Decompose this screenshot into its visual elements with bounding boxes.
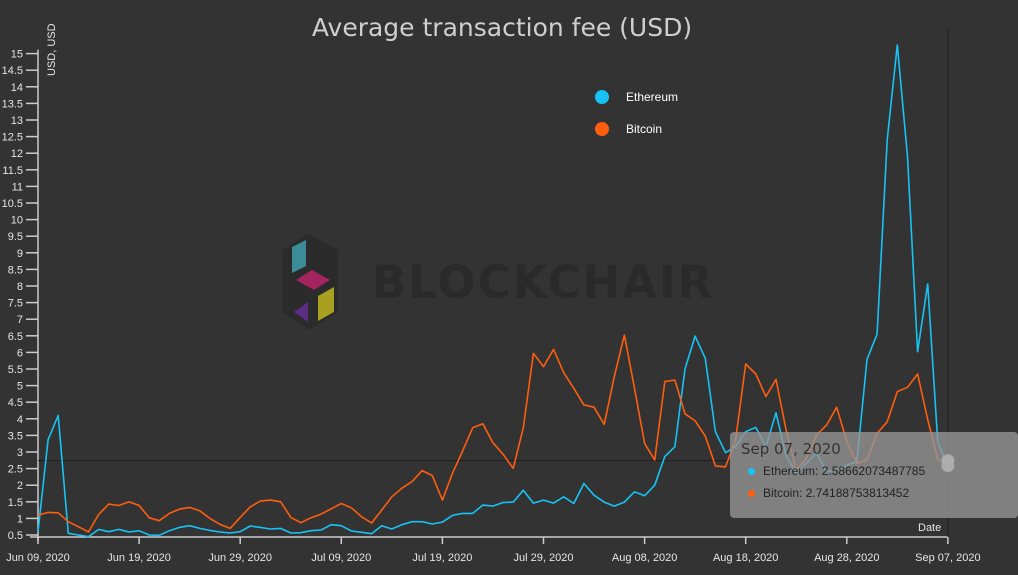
y-tick-label: 4 [17, 414, 23, 426]
y-tick-label: 8 [17, 281, 23, 293]
tooltip-date: Sep 07, 2020 [741, 440, 841, 458]
blockchair-logo [282, 234, 338, 330]
legend-item-bitcoin[interactable]: Bitcoin [595, 122, 662, 136]
y-tick-label: 3.5 [8, 430, 23, 442]
y-tick-label: 11 [12, 181, 23, 193]
ethereum-dot-icon [748, 468, 755, 476]
legend: Ethereum Bitcoin [595, 90, 678, 136]
x-tick-label: Jul 19, 2020 [412, 552, 472, 564]
y-tick-label: 11.5 [2, 165, 23, 177]
x-axis: Jun 09, 2020 Jun 19, 2020 Jun 29, 2020 Jul … [6, 536, 981, 564]
y-tick-label: 2.5 [8, 464, 23, 476]
y-tick-label: 7.5 [8, 298, 23, 310]
y-tick-label: 14 [11, 82, 23, 94]
y-tick-label: 13.5 [2, 98, 23, 110]
y-tick-label: 10.5 [2, 198, 23, 210]
tooltip: Sep 07, 2020 Ethereum: 2.58662073487785 … [730, 432, 1018, 518]
y-tick-label: 9 [17, 248, 23, 260]
tooltip-row-bitcoin: Bitcoin: 2.74188753813452 [748, 486, 909, 500]
y-tick-label: 1 [17, 513, 23, 525]
y-tick-label: 5.5 [8, 364, 23, 376]
y-tick-label: 1.5 [8, 497, 23, 509]
chart-title: Average transaction fee (USD) [312, 13, 692, 42]
tooltip-row-ethereum: Ethereum: 2.58662073487785 [748, 464, 925, 478]
legend-label-bitcoin: Bitcoin [626, 122, 662, 136]
watermark-text: BLOCKCHAIR [372, 256, 714, 309]
tooltip-label: Ethereum: [763, 464, 822, 478]
x-tick-label: Jun 29, 2020 [208, 552, 272, 564]
y-tick-label: 6 [17, 347, 23, 359]
y-tick-label: 14.5 [2, 65, 23, 77]
y-axis-label: USD, USD [46, 23, 58, 76]
x-tick-label: Jul 29, 2020 [514, 552, 574, 564]
tooltip-label: Bitcoin: [763, 486, 806, 500]
tooltip-value: 2.74188753813452 [805, 486, 910, 500]
x-tick-label: Jun 09, 2020 [6, 552, 70, 564]
y-axis: 0.511.522.533.544.555.566.577.588.599.51… [2, 49, 39, 542]
y-tick-label: 5 [17, 381, 23, 393]
legend-item-ethereum[interactable]: Ethereum [595, 90, 678, 104]
watermark: BLOCKCHAIR [282, 234, 714, 330]
y-tick-label: 0.5 [8, 530, 23, 542]
y-tick-label: 15 [11, 49, 23, 61]
y-tick-label: 9.5 [8, 231, 23, 243]
x-tick-label: Aug 18, 2020 [713, 552, 778, 564]
y-tick-label: 12 [11, 148, 23, 160]
x-tick-label: Aug 28, 2020 [814, 552, 879, 564]
y-tick-label: 8.5 [8, 264, 23, 276]
legend-marker-bitcoin [595, 122, 609, 136]
y-tick-label: 2 [17, 480, 23, 492]
x-tick-label: Aug 08, 2020 [612, 552, 677, 564]
x-tick-label: Jun 19, 2020 [107, 552, 171, 564]
y-tick-label: 7 [17, 314, 23, 326]
x-tick-label: Sep 07, 2020 [915, 552, 980, 564]
y-tick-label: 13 [11, 115, 23, 127]
y-tick-label: 10 [11, 215, 23, 227]
x-tick-label: Jul 09, 2020 [311, 552, 371, 564]
y-tick-label: 3 [17, 447, 23, 459]
y-tick-label: 6.5 [8, 331, 23, 343]
x-axis-label: Date [918, 522, 941, 534]
legend-marker-ethereum [595, 90, 609, 104]
bitcoin-dot-icon [748, 490, 755, 498]
tooltip-value: 2.58662073487785 [821, 464, 926, 478]
y-tick-label: 12.5 [2, 132, 23, 144]
legend-label-ethereum: Ethereum [626, 90, 678, 104]
y-tick-label: 4.5 [8, 397, 23, 409]
